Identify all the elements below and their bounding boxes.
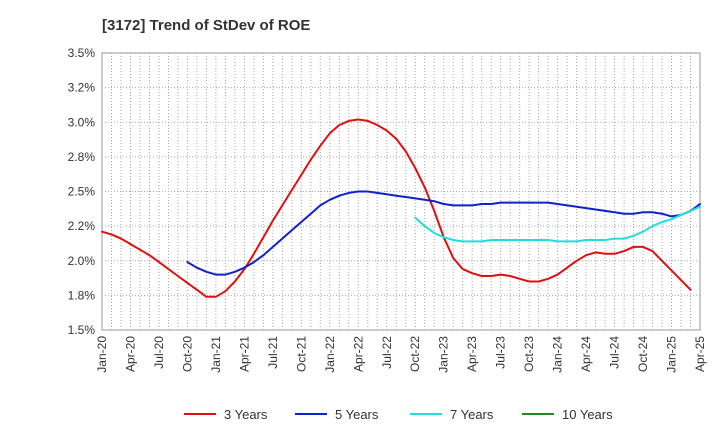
y-tick-label: 3.5%: [68, 46, 96, 60]
legend-label-7-years: 7 Years: [450, 407, 494, 422]
series-line-3-years: [101, 118, 692, 298]
y-tick-label: 3.2%: [68, 81, 96, 95]
x-axis: Jan-20 Apr-20 Jul-20 Oct-20 Jan-21 Apr-21 Jul-…: [95, 336, 707, 373]
x-tick-label: Jan-22: [323, 336, 337, 373]
y-tick-label: 1.5%: [68, 323, 96, 337]
x-tick-label: Apr-25: [693, 336, 707, 372]
x-tick-label: Oct-20: [180, 336, 194, 372]
x-tick-label: Jan-25: [665, 336, 679, 373]
x-tick-label: Jan-21: [209, 336, 223, 373]
x-tick-label: Apr-22: [351, 336, 365, 372]
y-tick-label: 3.0%: [68, 115, 96, 129]
legend: 3 Years 5 Years 7 Years 10 Years: [184, 407, 613, 422]
x-tick-label: Jan-20: [95, 336, 109, 373]
grid-lines: [102, 53, 700, 330]
series-group: [101, 118, 701, 298]
chart-title: [3172] Trend of StDev of ROE: [102, 17, 310, 34]
y-tick-label: 2.2%: [68, 219, 96, 233]
series-line-5-years: [186, 190, 701, 276]
x-tick-label: Apr-24: [579, 336, 593, 372]
x-tick-label: Jan-23: [437, 336, 451, 373]
x-tick-label: Oct-24: [636, 336, 650, 372]
legend-label-3-years: 3 Years: [224, 407, 268, 422]
x-tick-label: Apr-20: [123, 336, 137, 372]
x-tick-label: Apr-21: [237, 336, 251, 372]
series-line-7-years: [414, 205, 701, 243]
legend-label-5-years: 5 Years: [335, 407, 379, 422]
legend-label-10-years: 10 Years: [562, 407, 613, 422]
x-tick-label: Jan-24: [551, 336, 565, 373]
x-tick-label: Oct-23: [522, 336, 536, 372]
y-axis: 1.5% 1.8% 2.0% 2.2% 2.5% 2.8% 3.0% 3.2% 3.5%: [68, 46, 96, 337]
x-tick-label: Jul-22: [380, 336, 394, 369]
y-tick-label: 2.0%: [68, 254, 96, 268]
x-tick-label: Jul-24: [608, 336, 622, 369]
x-tick-label: Jul-23: [494, 336, 508, 369]
plot-area: [101, 52, 701, 331]
x-tick-label: Jul-20: [152, 336, 166, 369]
y-tick-label: 1.8%: [68, 288, 96, 302]
x-tick-label: Jul-21: [266, 336, 280, 369]
x-tick-label: Oct-22: [408, 336, 422, 372]
y-tick-label: 2.5%: [68, 185, 96, 199]
y-tick-label: 2.8%: [68, 150, 96, 164]
x-tick-label: Apr-23: [465, 336, 479, 372]
plot-border: [101, 52, 701, 331]
x-tick-label: Oct-21: [294, 336, 308, 372]
